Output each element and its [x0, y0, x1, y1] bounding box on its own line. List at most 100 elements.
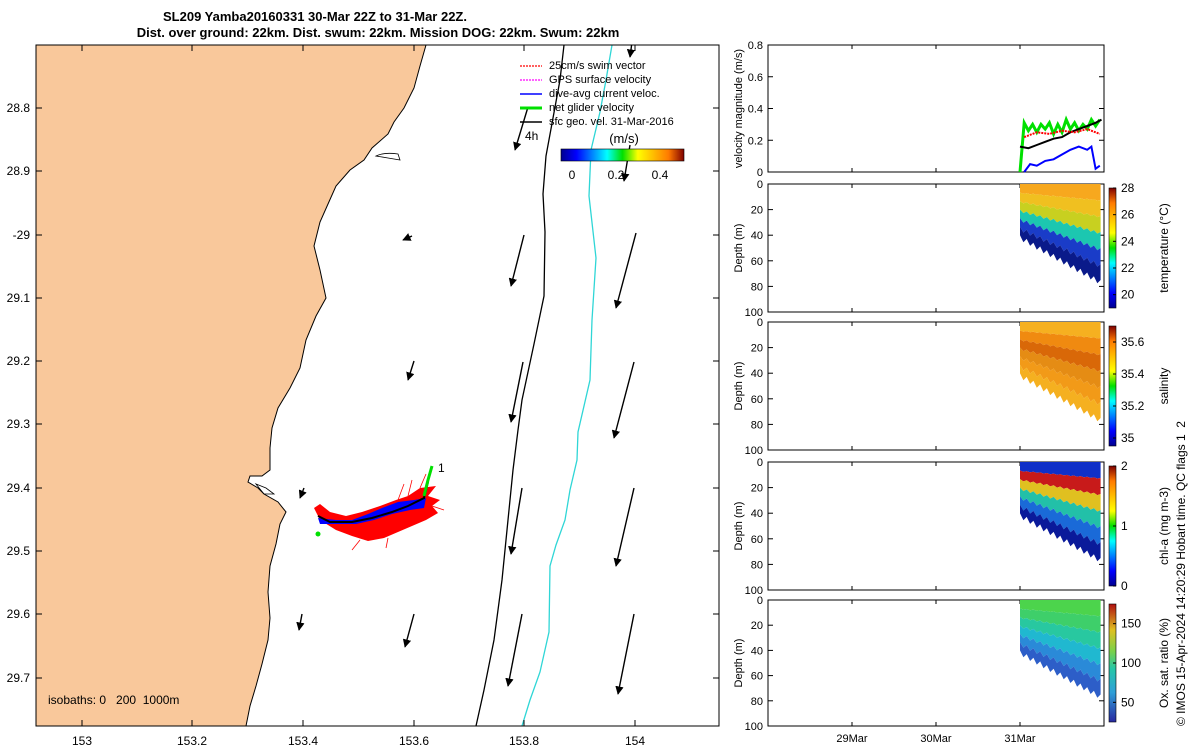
salinity-panel-data-band: [1020, 347, 1101, 389]
colorbar-tick-label: 150: [1121, 617, 1141, 631]
legend-label-gps-velocity: GPS surface velocity: [549, 74, 652, 86]
depth-ytick-label: 20: [751, 343, 763, 355]
chla-panel-data-band: [1020, 462, 1101, 479]
salinity-panel: 0 20 40 60 80 100 Depth (m) 35 35.2 35.4 35.6 salin…: [733, 317, 1171, 457]
map-ytick-label: 29.1: [7, 291, 31, 305]
velocity-ytick-label: 0.8: [748, 40, 763, 52]
colorbar-tick-label: 35.4: [1121, 367, 1145, 381]
map-xtick-label: 154: [625, 734, 645, 748]
temperature-panel-data-band: [1020, 226, 1101, 284]
land-area: [36, 45, 426, 726]
chla-panel-data-band: [1020, 504, 1101, 562]
depth-ytick-label: 20: [751, 483, 763, 495]
depth-ytick-label: 100: [745, 721, 763, 733]
map-xtick-label: 153.2: [177, 734, 207, 748]
map-ytick-label: -29: [13, 228, 31, 242]
velocity-series-line: [1023, 128, 1101, 139]
depth-ytick-label: 100: [745, 585, 763, 597]
isobath-1000: [521, 45, 613, 726]
legend-label-swim-vector: 25cm/s swim vector: [549, 60, 646, 72]
colorbar-tick-label: 100: [1121, 656, 1141, 670]
velocity-ytick-label: 0.6: [748, 72, 763, 84]
velocity-ytick-label: 0: [757, 167, 763, 179]
depth-ytick-label: 60: [751, 671, 763, 683]
velocity-ytick-label: 0.4: [748, 104, 763, 116]
colorbar-tick-label: 0: [1121, 579, 1128, 593]
colorbar-tick-label: 35.2: [1121, 399, 1145, 413]
map-xtick-label: 153.4: [288, 734, 318, 748]
salinity-panel-data-band: [1020, 330, 1101, 356]
velocity-ylabel: velocity magnitude (m/s): [733, 49, 745, 168]
geostrophic-vectors: [296, 45, 637, 695]
temperature-panel: 0 20 40 60 80 100 Depth (m) 20 22 24 26 28 temperatu…: [733, 179, 1171, 319]
oxygen-panel-data-band: [1020, 616, 1101, 649]
oxygen-panel-colorbar-label: Ox. sat. ratio (%): [1157, 618, 1171, 708]
chla-panel-data-band: [1020, 470, 1101, 496]
depth-ytick-label: 0: [757, 317, 763, 329]
temperature-panel-data-band: [1020, 218, 1101, 267]
legend-label-net-velocity: net glider velocity: [549, 102, 634, 114]
temperature-panel-data-band: [1020, 209, 1101, 251]
salinity-panel-colorbar-label: salinity: [1157, 368, 1171, 405]
glider-track: [317, 481, 429, 523]
chla-panel-data-band: [1020, 496, 1101, 545]
colorbar-tick-label: 22: [1121, 261, 1135, 275]
map-colorbar: (m/s) 0 0.2 0.4: [560, 131, 685, 182]
depth-ytick-label: 100: [745, 445, 763, 457]
map-colorbar-tick-2: 0.4: [652, 168, 669, 182]
isobath-200: [475, 45, 565, 726]
colorbar-tick-label: 35: [1121, 431, 1135, 445]
colorbar-tick-label: 2: [1121, 459, 1128, 473]
glider-track-group: [314, 465, 445, 551]
depth-ytick-label: 60: [751, 534, 763, 546]
colorbar-tick-label: 1: [1121, 519, 1128, 533]
depth-ytick-label: 40: [751, 645, 763, 657]
depth-ylabel: Depth (m): [733, 224, 745, 273]
map-ytick-label: 29.2: [7, 354, 31, 368]
map-colorbar-title: (m/s): [609, 131, 639, 146]
map-ytick-label: 29.5: [7, 544, 31, 558]
salinity-panel-data-band: [1020, 322, 1101, 339]
marker-4h: 4h: [525, 129, 538, 143]
marker-1: 1: [438, 461, 445, 475]
map-legend: 25cm/s swim vector GPS surface velocity …: [520, 60, 674, 128]
velocity-axes-box: [767, 44, 1105, 173]
salinity-panel-data-band: [1020, 356, 1101, 405]
oxygen-panel-data-band: [1020, 633, 1101, 682]
salinity-panel-data-band: [1020, 339, 1101, 372]
credit-text: © IMOS 15-Apr-2024 14:20:29 Hobart time.…: [1174, 421, 1188, 726]
colorbar-tick-label: 28: [1121, 181, 1135, 195]
depth-ytick-label: 40: [751, 230, 763, 242]
depth-ytick-label: 0: [757, 595, 763, 607]
velocity-series-line: [1023, 144, 1101, 173]
depth-ytick-label: 100: [745, 307, 763, 319]
map-ytick-label: 28.9: [7, 164, 31, 178]
depth-ytick-label: 80: [751, 559, 763, 571]
depth-ylabel: Depth (m): [733, 362, 745, 411]
temperature-panel-colorbar: [1108, 187, 1117, 309]
chla-panel-data-band: [1020, 487, 1101, 529]
chla-panel: 0 20 40 60 80 100 Depth (m) 0 1 2 chl-a (mg m-3): [733, 457, 1171, 597]
oxygen-panel: 0 20 40 60 80 100 Depth (m) 29Mar 30Mar 31Mar 50 10…: [733, 595, 1171, 745]
map-xtick-label: 153: [72, 734, 92, 748]
temperature-panel-data-band: [1020, 184, 1101, 201]
colorbar-tick-label: 35.6: [1121, 335, 1145, 349]
map-ytick-label: 28.8: [7, 101, 31, 115]
map-colorbar-tick-1: 0.2: [608, 168, 625, 182]
depth-ylabel: Depth (m): [733, 502, 745, 551]
colorbar-tick-label: 20: [1121, 288, 1135, 302]
map-ytick-label: 29.3: [7, 417, 31, 431]
map-xtick-label: 153.6: [399, 734, 429, 748]
depth-ytick-label: 40: [751, 508, 763, 520]
dive-avg-current-area: [318, 498, 426, 524]
oxygen-panel-data-band: [1020, 625, 1101, 666]
temperature-panel-data-band: [1020, 201, 1101, 234]
depth-ytick-label: 0: [757, 179, 763, 191]
map-ytick-label: 29.4: [7, 481, 31, 495]
depth-ytick-label: 60: [751, 256, 763, 268]
depth-ytick-label: 80: [751, 696, 763, 708]
